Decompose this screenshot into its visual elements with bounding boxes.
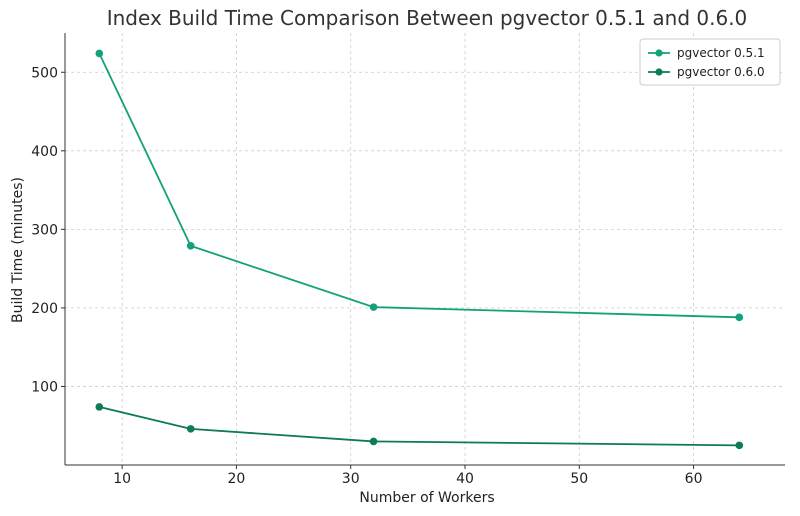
legend-item: pgvector 0.6.0 [648, 65, 765, 79]
data-point [735, 313, 744, 322]
legend-box [639, 38, 781, 86]
tick-labels: 10 20 30 40 50 60 100 200 300 400 500 [31, 65, 702, 487]
y-axis-label: Build Time (minutes) [10, 177, 26, 323]
axes [64, 33, 785, 466]
y-tick-label: 200 [31, 301, 58, 317]
x-tick-label: 60 [685, 471, 703, 487]
legend-item: pgvector 0.5.1 [648, 46, 765, 60]
data-point [95, 403, 104, 411]
data-point [95, 49, 104, 58]
legend: pgvector 0.5.1 pgvector 0.6.0 [639, 38, 781, 86]
chart-title: Index Build Time Comparison Between pgve… [107, 6, 748, 30]
x-tick-label: 40 [456, 471, 474, 487]
x-tick-label: 10 [113, 471, 131, 487]
x-axis-label: Number of Workers [359, 490, 494, 506]
x-tick-label: 30 [342, 471, 360, 487]
data-point [735, 441, 744, 450]
legend-label: pgvector 0.6.0 [677, 65, 765, 79]
data-point [369, 437, 378, 446]
series-line [98, 53, 740, 319]
y-tick-label: 400 [31, 144, 58, 160]
data-point [186, 425, 195, 433]
legend-swatch-marker [655, 68, 663, 76]
y-tick-label: 500 [31, 65, 58, 81]
legend-swatch-marker [655, 49, 663, 57]
series-line [99, 406, 740, 447]
legend-label: pgvector 0.5.1 [677, 46, 765, 60]
series-0 [95, 49, 744, 322]
x-tick-label: 20 [228, 471, 246, 487]
y-tick-label: 100 [31, 379, 58, 395]
data-point [186, 242, 195, 250]
x-tick-label: 50 [570, 471, 588, 487]
grid-lines [65, 33, 785, 465]
y-tick-label: 300 [31, 222, 58, 238]
series-layer [95, 49, 744, 450]
series-1 [95, 403, 744, 450]
data-point [369, 303, 378, 311]
